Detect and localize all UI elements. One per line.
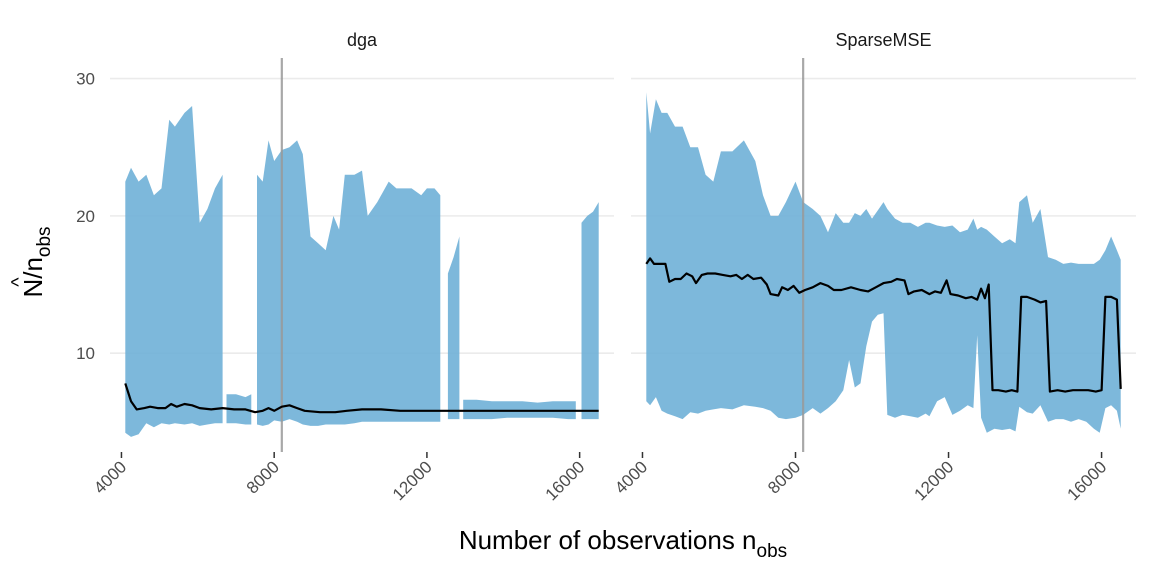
y-tick-label: 20 (76, 207, 95, 226)
y-tick-label: 10 (76, 344, 95, 363)
y-axis-title-subscript: obs (34, 226, 55, 257)
confidence-ribbon (463, 399, 576, 420)
confidence-ribbon (581, 202, 599, 420)
x-tick-label: 4000 (611, 457, 651, 497)
estimate-line (645, 257, 1122, 393)
x-tick-label: 16000 (1064, 457, 1111, 504)
confidence-ribbon (125, 106, 223, 437)
x-tick-label: 4000 (90, 457, 130, 497)
confidence-ribbon (646, 92, 1121, 433)
y-axis: 10 20 30 (76, 70, 95, 364)
x-tick-label: 16000 (542, 457, 589, 504)
x-axis-title: Number of observations nobs (459, 525, 787, 562)
x-tick-label: 12000 (910, 457, 957, 504)
y-tick-label: 30 (76, 70, 95, 89)
estimate-line (124, 383, 599, 414)
facet-strip-label: SparseMSE (835, 30, 931, 50)
y-axis-title-main: N/n (18, 257, 48, 297)
x-tick-label: 8000 (243, 457, 283, 497)
y-axis-title-text: N/nobs (18, 226, 55, 297)
y-axis-title-hat: ^ (8, 277, 30, 287)
panel-dga: dga 4000 8000 12000 16000 (90, 30, 614, 504)
x-tick-label: 12000 (389, 457, 436, 504)
confidence-ribbon (447, 236, 460, 420)
facet-strip-label: dga (347, 30, 378, 50)
panels-group: dga 4000 8000 12000 16000 SparseMSE 4000 8000 12… (90, 30, 1136, 504)
x-axis-title-main: Number of observations n (459, 525, 757, 555)
y-axis-title: N/nobs ^ (8, 226, 55, 297)
x-tick-label: 8000 (764, 457, 804, 497)
panel-sparsemse: SparseMSE 4000 8000 12000 16000 (611, 30, 1136, 504)
x-axis-title-subscript: obs (757, 541, 788, 562)
confidence-ribbon (257, 140, 441, 426)
